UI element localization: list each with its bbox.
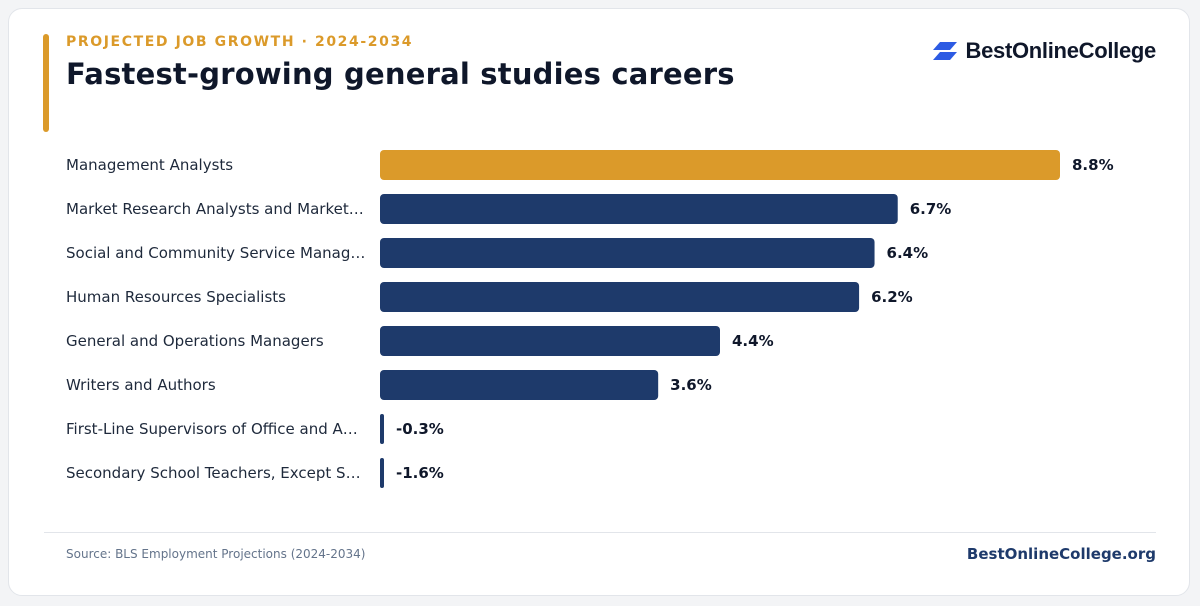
brand-logo[interactable]: BestOnlineCollege — [932, 38, 1157, 64]
value-label: 6.4% — [887, 244, 929, 262]
category-label: Human Resources Specialists — [66, 288, 286, 306]
bar — [380, 414, 384, 444]
value-label: 6.7% — [910, 200, 952, 218]
chart-title: Fastest-growing general studies careers — [66, 57, 735, 91]
category-label: Writers and Authors — [66, 376, 216, 394]
bar — [380, 238, 875, 268]
category-label: Secondary School Teachers, Except S… — [66, 464, 361, 482]
accent-bar — [43, 34, 49, 132]
value-label: 8.8% — [1072, 156, 1114, 174]
bar — [380, 194, 898, 224]
bar — [380, 150, 1060, 180]
value-label: 6.2% — [871, 288, 913, 306]
logo-icon — [932, 42, 957, 60]
category-label: Management Analysts — [66, 156, 233, 174]
value-label: 4.4% — [732, 332, 774, 350]
value-label: 3.6% — [670, 376, 712, 394]
site-link[interactable]: BestOnlineCollege.org — [966, 545, 1156, 563]
value-label: -0.3% — [396, 420, 444, 438]
bar — [380, 458, 384, 488]
footer-divider — [44, 532, 1156, 533]
bar — [380, 370, 659, 400]
category-label: Social and Community Service Manag… — [66, 244, 365, 262]
source-note: Source: BLS Employment Projections (2024… — [66, 547, 366, 561]
value-label: -1.6% — [396, 464, 444, 482]
bar — [380, 326, 720, 356]
category-label: General and Operations Managers — [66, 332, 324, 350]
category-label: Market Research Analysts and Market… — [66, 200, 364, 218]
brand-name: BestOnlineCollege — [965, 38, 1157, 63]
chart-eyebrow: PROJECTED JOB GROWTH · 2024-2034 — [66, 34, 414, 50]
category-label: First-Line Supervisors of Office and A… — [66, 420, 358, 438]
bar — [380, 282, 860, 312]
